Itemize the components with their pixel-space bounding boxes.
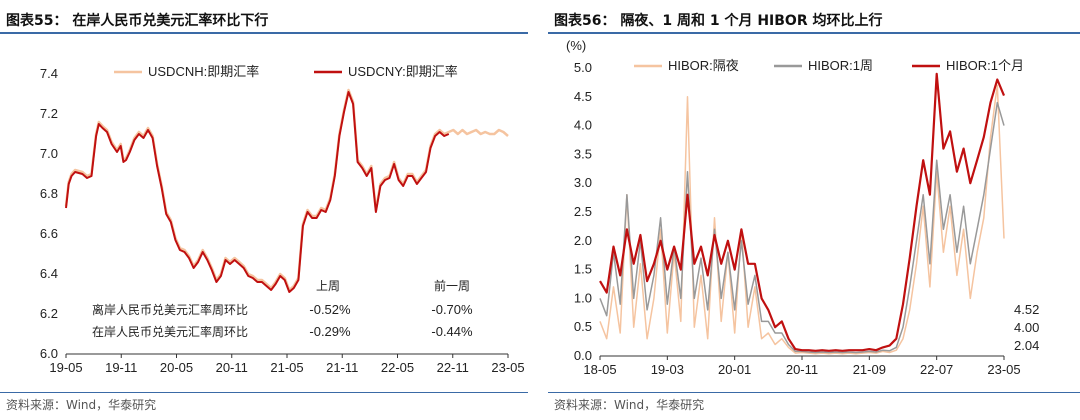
- annotation-row-before: -0.44%: [431, 324, 473, 339]
- y-unit-label: (%): [566, 38, 586, 53]
- x-tick-label: 21-11: [326, 360, 358, 375]
- y-tick-label: 7.0: [40, 146, 58, 161]
- x-tick-label: 20-11: [786, 362, 818, 377]
- series-line-2: [599, 101, 1005, 354]
- x-tick-label: 20-05: [160, 360, 193, 375]
- source-rule: [548, 392, 1080, 393]
- x-tick-label: 20-11: [216, 360, 248, 375]
- legend-label: HIBOR:1个月: [946, 58, 1024, 73]
- panel-right: 图表56： 隔夜、1 周和 1 个月 HIBOR 均环比上行 5.0 4.5 4.0…: [548, 0, 1080, 420]
- x-tick-label: 18-05: [583, 362, 616, 377]
- chart-title: 图表55： 在岸人民币兑美元汇率环比下行: [6, 13, 269, 29]
- legend-label: USDCNY:即期汇率: [348, 64, 458, 79]
- annotation-row-label: 在岸人民币兑美元汇率周环比: [92, 324, 248, 339]
- x-tick-label: 23-05: [987, 362, 1020, 377]
- series-line-3: [599, 72, 1006, 352]
- x-tick-label: 22-11: [437, 360, 469, 375]
- end-value-label: 2.04: [1014, 338, 1039, 353]
- x-tick-label: 19-11: [105, 360, 137, 375]
- y-tick-label: 1.0: [574, 290, 592, 305]
- y-tick-label: 2.0: [574, 233, 592, 248]
- title-rule: [0, 32, 528, 34]
- annotation-col-two-weeks: 前一周: [434, 278, 470, 293]
- y-tick-label: 6.8: [40, 186, 58, 201]
- y-tick-label: 3.5: [574, 146, 592, 161]
- x-tick-label: 21-05: [270, 360, 303, 375]
- legend-label: HIBOR:1周: [808, 58, 873, 73]
- x-tick-label: 23-05: [491, 360, 524, 375]
- source-note: 资料来源：Wind，华泰研究: [6, 398, 157, 412]
- y-tick-label: 4.5: [574, 89, 592, 104]
- annotation-col-prev-week: 上周: [316, 279, 340, 293]
- y-tick-label: 4.0: [574, 118, 592, 133]
- y-tick-label: 2.5: [574, 204, 592, 219]
- y-tick-label: 7.4: [40, 66, 58, 81]
- x-tick-label: 19-05: [49, 360, 82, 375]
- series-line-1: [599, 84, 1005, 355]
- annotation-row-prev: -0.52%: [309, 302, 351, 317]
- hibor-chart: 5.0 4.5 4.0 3.5 3.0 2.5 2.0 1.5 1.0 0.5 0.018-05 19…: [566, 38, 1039, 377]
- y-tick-label: 7.2: [40, 106, 58, 121]
- x-tick-label: 19-03: [651, 362, 684, 377]
- title-rule: [548, 32, 1080, 34]
- legend-label: USDCNH:即期汇率: [148, 64, 259, 79]
- y-tick-label: 0.0: [574, 348, 592, 363]
- y-tick-label: 0.5: [574, 319, 592, 334]
- legend-label: HIBOR:隔夜: [668, 58, 739, 73]
- end-value-label: 4.00: [1014, 320, 1039, 335]
- source-rule: [0, 392, 528, 393]
- y-tick-label: 6.2: [40, 306, 58, 321]
- y-tick-label: 1.5: [574, 262, 592, 277]
- annotation-row-prev: -0.29%: [309, 324, 351, 339]
- x-tick-label: 22-05: [381, 360, 414, 375]
- x-tick-label: 22-07: [920, 362, 953, 377]
- usdcny-chart: 7.4 7.2 7.0 6.8 6.6 6.4 6.2 6.019-05 19-11 20-05 2…: [40, 64, 525, 375]
- chart-title: 图表56： 隔夜、1 周和 1 个月 HIBOR 均环比上行: [554, 13, 883, 29]
- source-note: 资料来源：Wind，华泰研究: [554, 398, 705, 412]
- y-tick-label: 6.0: [40, 346, 58, 361]
- y-tick-label: 5.0: [574, 60, 592, 75]
- x-tick-label: 20-01: [718, 362, 751, 377]
- x-tick-label: 21-09: [853, 362, 886, 377]
- series-line-2: [65, 91, 450, 293]
- y-tick-label: 3.0: [574, 175, 592, 190]
- annotation-row-before: -0.70%: [431, 302, 473, 317]
- y-tick-label: 6.6: [40, 226, 58, 241]
- annotation-row-label: 离岸人民币兑美元汇率周环比: [92, 302, 248, 317]
- panel-left: 图表55： 在岸人民币兑美元汇率环比下行 7.4 7.2 7.0 6.8 6.6 6.4 6…: [0, 0, 528, 420]
- series-line-1: [64, 88, 509, 292]
- y-tick-label: 6.4: [40, 266, 58, 281]
- end-value-label: 4.52: [1014, 302, 1039, 317]
